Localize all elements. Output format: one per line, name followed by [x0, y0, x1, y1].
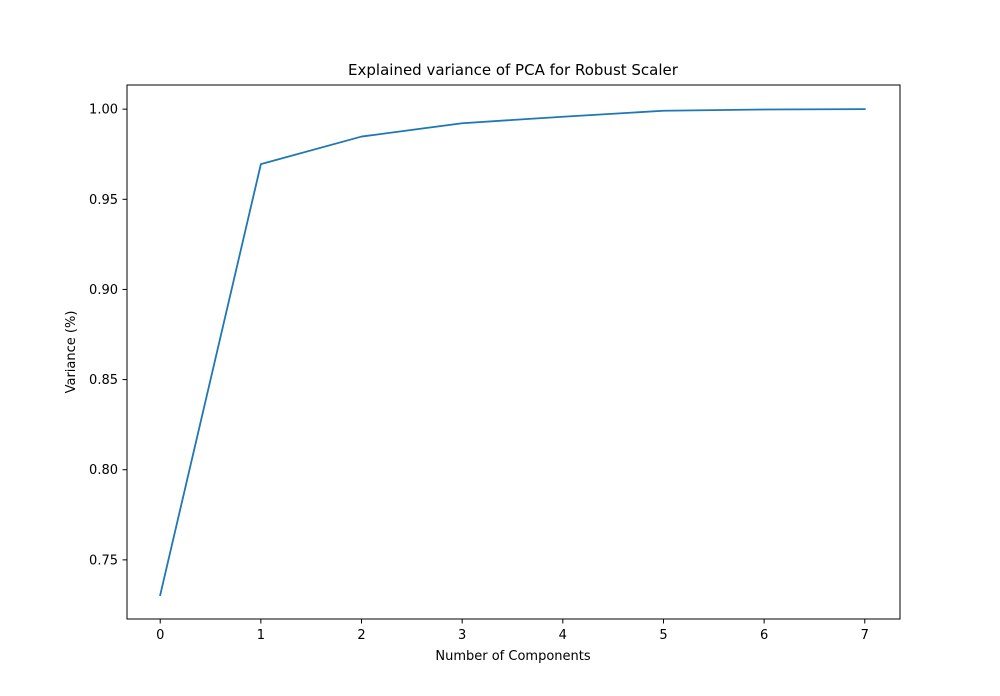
- chart-title: Explained variance of PCA for Robust Sca…: [348, 61, 679, 79]
- y-tick-label: 0.95: [89, 193, 118, 208]
- x-tick-label: 0: [156, 628, 164, 643]
- plot-frame: [126, 84, 901, 620]
- x-tick-label: 5: [659, 628, 667, 643]
- y-tick-label: 0.90: [89, 283, 118, 298]
- y-tick-label: 0.75: [89, 553, 118, 568]
- x-tick-label: 6: [760, 628, 768, 643]
- series-line: [159, 108, 866, 597]
- y-tick-label: 0.80: [89, 463, 118, 478]
- plot-area: 0 1 2 3 4 5 6 7 0.75 0.80 0.85 0.90 0.95 1.00: [89, 84, 901, 643]
- y-tick-label: 0.85: [89, 373, 118, 388]
- x-tick-label: 1: [257, 628, 265, 643]
- x-tick-label: 7: [861, 628, 869, 643]
- y-tick-label: 1.00: [89, 103, 118, 118]
- x-axis-label: Number of Components: [435, 649, 590, 664]
- y-axis-label: Variance (%): [64, 311, 79, 394]
- x-tick-label: 2: [357, 628, 365, 643]
- x-tick-label: 3: [458, 628, 466, 643]
- x-tick-label: 4: [559, 628, 567, 643]
